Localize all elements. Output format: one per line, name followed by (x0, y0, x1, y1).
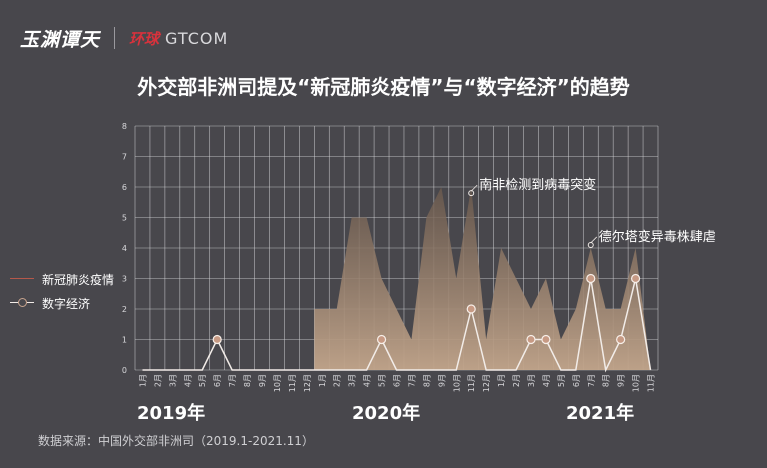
legend-item-covid: 新冠肺炎疫情 (10, 268, 114, 290)
x-tick-label: 7月 (407, 374, 416, 387)
x-tick-label: 3月 (527, 374, 536, 387)
logo-divider (114, 27, 116, 49)
x-tick-label: 6月 (213, 374, 222, 387)
x-tick-label: 5月 (378, 374, 387, 387)
x-tick-label: 1月 (318, 374, 327, 387)
logo-bar: 玉渊谭天 环球 GTCOM (20, 24, 228, 52)
y-tick-label: 1 (122, 336, 127, 345)
legend-item-digital: 数字经济 (10, 292, 114, 314)
legend-swatch-covid (10, 273, 34, 285)
x-tick-label: 8月 (243, 374, 252, 387)
digital-marker (376, 334, 387, 345)
y-tick-label: 8 (122, 122, 127, 131)
chart-title: 外交部非洲司提及“新冠肺炎疫情”与“数字经济”的趋势 (137, 75, 630, 99)
x-tick-label: 1月 (497, 374, 506, 387)
x-tick-label: 4月 (183, 374, 192, 387)
y-tick-label: 4 (122, 244, 127, 253)
annotation-leader (590, 236, 598, 244)
brand-logo: 玉渊谭天 (20, 28, 101, 51)
x-tick-label: 7月 (228, 374, 237, 387)
x-tick-label: 11月 (647, 374, 656, 392)
x-tick-label: 1月 (138, 374, 147, 387)
year-label-2020: 2020年 (352, 403, 421, 424)
data-source: 数据来源：中国外交部非洲司（2019.1-2021.11） (38, 434, 314, 448)
y-tick-label: 6 (122, 183, 127, 192)
x-tick-label: 6月 (393, 374, 402, 387)
partner-logo-text: GTCOM (165, 28, 229, 48)
x-tick-label: 9月 (258, 374, 267, 387)
digital-line-layer (142, 273, 652, 373)
x-tick-label: 10月 (273, 374, 282, 392)
y-tick-label: 2 (122, 305, 127, 314)
y-tick-label: 5 (122, 214, 127, 223)
legend: 新冠肺炎疫情 数字经济 (10, 268, 114, 316)
x-tick-label: 6月 (572, 374, 581, 387)
x-tick-label: 2月 (512, 374, 521, 387)
x-tick-label: 10月 (452, 374, 461, 392)
digital-marker (586, 273, 596, 284)
digital-marker (466, 304, 476, 314)
x-tick-label: 3月 (348, 374, 357, 387)
legend-swatch-digital (10, 297, 34, 309)
x-tick-label: 11月 (288, 374, 297, 392)
x-tick-label: 9月 (617, 374, 626, 387)
digital-marker (616, 334, 626, 345)
axis-layer: 0 1 2 3 4 5 6 7 8 1月 2月 3月 4月 5月 6月 7月 8月 9月 10月 11月 12月 1月 2月… (122, 122, 656, 392)
y-tick-label: 0 (122, 366, 127, 375)
covid-area-layer (314, 187, 651, 370)
x-tick-label: 2月 (153, 374, 162, 387)
covid-area (314, 187, 651, 370)
digital-marker (630, 273, 641, 284)
digital-marker (526, 334, 536, 345)
x-tick-label: 12月 (303, 374, 312, 392)
year-label-2021: 2021年 (566, 403, 635, 424)
x-tick-label: 2月 (333, 374, 342, 387)
x-tick-label: 9月 (437, 374, 446, 387)
digital-marker (212, 334, 222, 345)
x-tick-label: 8月 (422, 374, 431, 387)
x-tick-label: 11月 (467, 374, 476, 392)
x-tick-label: 4月 (542, 374, 551, 387)
annotation-label: 德尔塔变异毒株肆虐 (599, 229, 716, 245)
x-tick-label: 7月 (587, 374, 596, 387)
legend-label-digital: 数字经济 (42, 296, 91, 311)
digital-marker (541, 334, 551, 345)
x-tick-label: 4月 (363, 374, 372, 387)
x-tick-label: 8月 (602, 374, 611, 387)
x-tick-label: 12月 (482, 374, 491, 392)
y-tick-label: 7 (122, 153, 127, 162)
year-label-2019: 2019年 (137, 403, 206, 424)
y-tick-label: 3 (122, 275, 127, 284)
legend-label-covid: 新冠肺炎疫情 (42, 272, 115, 287)
annotation-leader (470, 184, 478, 192)
annotation-label: 南非检测到病毒突变 (479, 177, 596, 193)
x-tick-label: 3月 (168, 374, 177, 387)
x-tick-label: 10月 (632, 374, 641, 392)
x-tick-label: 5月 (198, 374, 207, 387)
annotation-dot (587, 241, 594, 248)
partner-logo-mark: 环球 (129, 29, 160, 48)
x-tick-label: 5月 (557, 374, 566, 387)
digital-line (142, 278, 652, 373)
